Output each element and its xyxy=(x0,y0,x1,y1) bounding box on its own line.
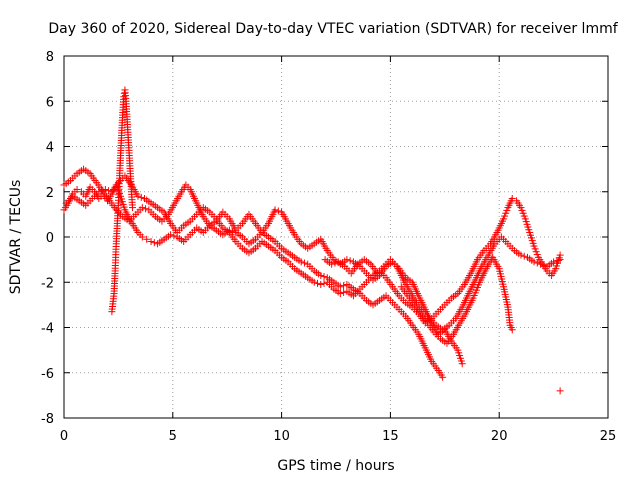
data-point xyxy=(147,238,155,246)
y-tick-label: 8 xyxy=(46,50,54,65)
data-point xyxy=(550,258,558,266)
data-point xyxy=(170,232,178,240)
y-tick-label: -6 xyxy=(41,367,54,382)
data-point xyxy=(137,193,145,201)
data-point xyxy=(143,235,151,243)
data-point xyxy=(300,259,308,267)
x-tick-label: 10 xyxy=(273,429,290,444)
x-tick-label: 20 xyxy=(491,429,508,444)
y-tick-labels: -8 -6 -4 -2 0 2 4 6 8 xyxy=(41,50,54,427)
data-point xyxy=(105,187,113,195)
data-point xyxy=(556,387,564,395)
x-tick-label: 25 xyxy=(600,429,617,444)
x-tick-label: 15 xyxy=(382,429,399,444)
y-tick-label: -4 xyxy=(41,322,54,337)
data-point xyxy=(346,257,354,265)
data-point xyxy=(73,185,81,193)
y-tick-label: -8 xyxy=(41,412,54,427)
data-point xyxy=(530,258,538,266)
data-point xyxy=(129,204,137,212)
data-point xyxy=(336,290,344,298)
data-point xyxy=(95,188,103,196)
data-point xyxy=(520,252,528,260)
y-tick-label: 0 xyxy=(46,231,54,246)
data-point xyxy=(336,283,344,291)
data-point xyxy=(508,326,516,334)
data-points xyxy=(60,86,564,395)
data-point xyxy=(517,251,525,259)
data-point xyxy=(317,271,325,279)
data-point xyxy=(458,360,466,368)
data-point xyxy=(297,258,305,266)
data-point xyxy=(274,207,282,215)
x-tick-label: 5 xyxy=(169,429,177,444)
data-point xyxy=(556,256,564,264)
data-point xyxy=(508,195,516,203)
data-point xyxy=(271,206,279,214)
x-tick-labels: 0 5 10 15 20 25 xyxy=(60,429,616,444)
data-point xyxy=(317,281,325,289)
data-point xyxy=(537,260,545,268)
x-axis-label: GPS time / hours xyxy=(277,458,394,474)
x-tick-label: 0 xyxy=(60,429,68,444)
data-point xyxy=(134,192,142,200)
y-tick-label: 2 xyxy=(46,186,54,201)
data-point xyxy=(553,257,561,265)
data-point xyxy=(310,278,318,286)
data-point xyxy=(138,204,146,212)
data-point xyxy=(314,279,322,287)
data-point xyxy=(439,373,447,381)
data-point xyxy=(98,187,106,195)
data-point xyxy=(138,233,146,241)
y-tick-label: -2 xyxy=(41,276,54,291)
y-axis-label: SDTVAR / TECUs xyxy=(8,180,24,295)
data-point xyxy=(320,273,328,281)
data-point xyxy=(343,256,351,264)
y-tick-label: 4 xyxy=(46,141,54,156)
data-point xyxy=(533,259,541,267)
axis-ticks xyxy=(63,55,609,419)
data-point xyxy=(320,279,328,287)
data-point xyxy=(101,185,109,193)
data-point xyxy=(142,205,150,213)
data-point xyxy=(167,231,175,239)
data-point xyxy=(328,260,336,268)
y-tick-label: 6 xyxy=(46,95,54,110)
chart-title: Day 360 of 2020, Sidereal Day-to-day VTE… xyxy=(48,21,618,37)
